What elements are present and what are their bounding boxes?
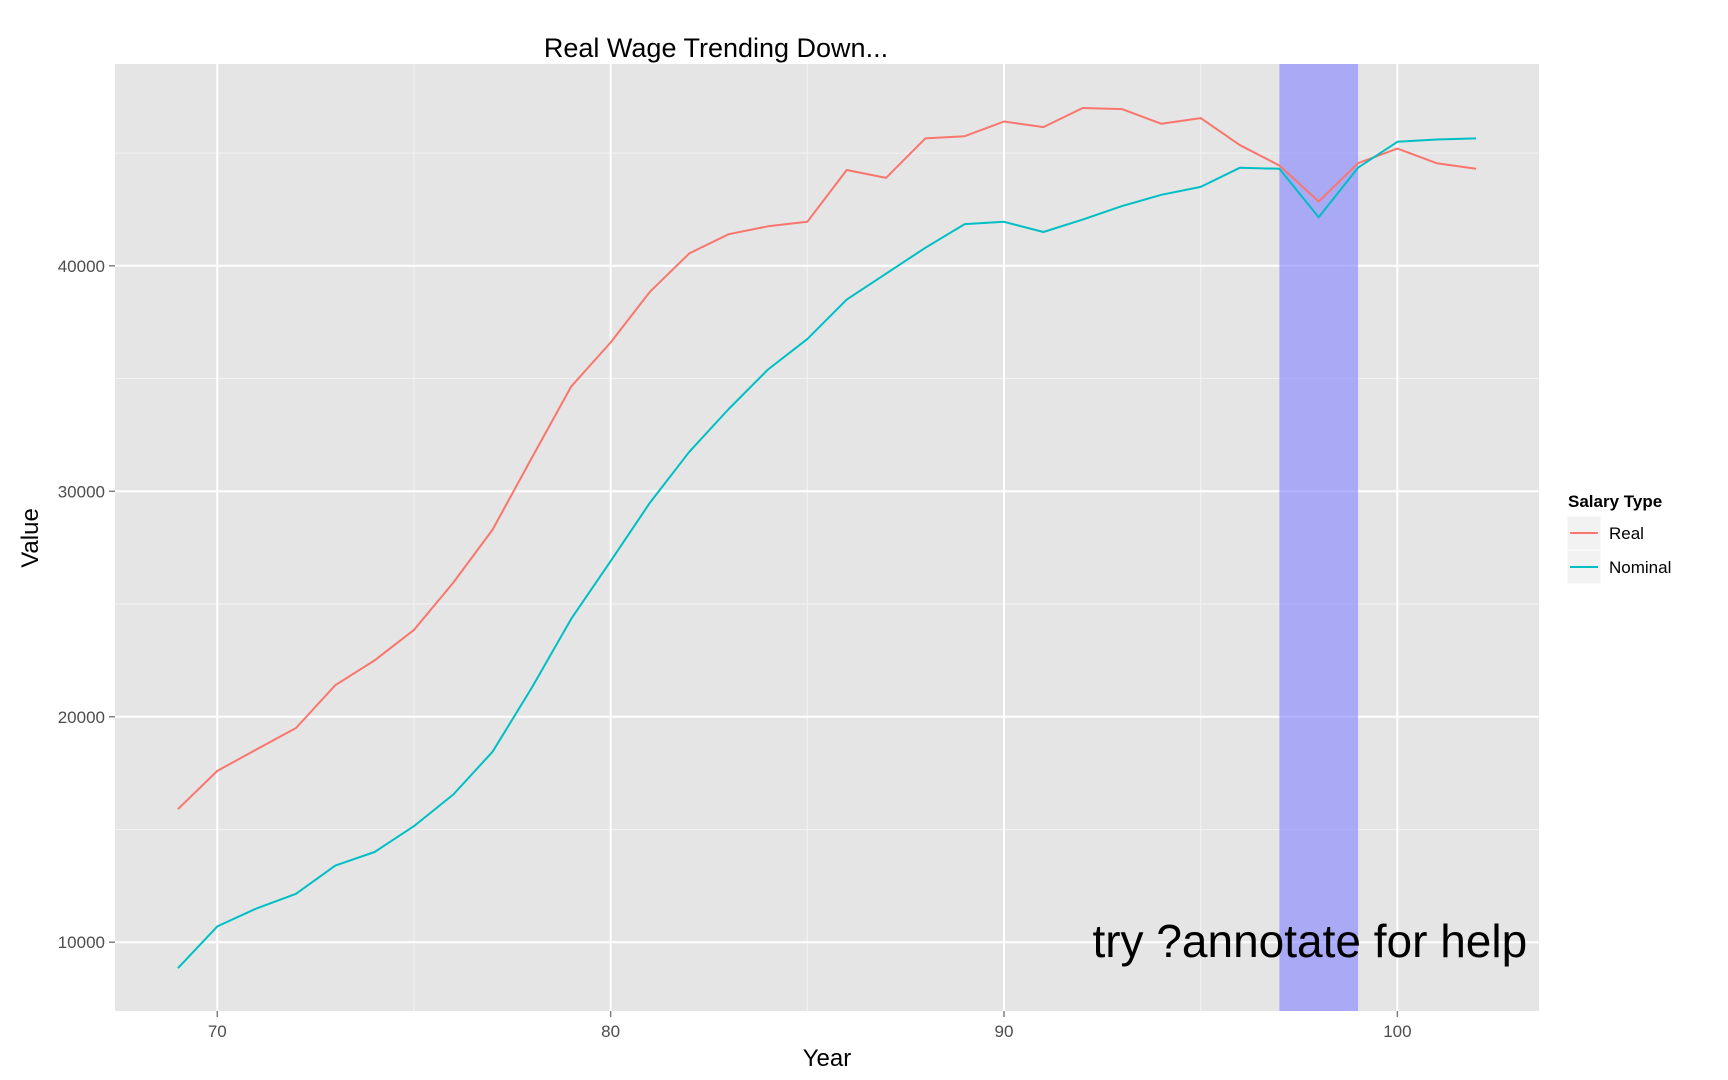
series-line-nominal [177,137,1477,969]
series-line-real [177,107,1477,810]
x-axis-title: Year [803,1045,852,1072]
legend-label-nominal: Nominal [1609,558,1671,577]
y-axis: 10000 20000 30000 40000 [58,257,115,952]
y-tick-label: 30000 [58,482,105,501]
series-layer [177,107,1477,969]
y-tick-label: 10000 [58,933,105,952]
annotation-text: try ?annotate for help [1092,915,1527,967]
y-tick-label: 20000 [58,708,105,727]
legend-title: Salary Type [1568,492,1662,511]
annotation-layer: try ?annotate for help [1092,915,1527,967]
x-tick-label: 90 [995,1022,1014,1041]
highlight-band [1279,64,1359,1011]
x-tick-label: 70 [208,1022,227,1041]
x-axis: 70 80 90 100 [208,1011,1412,1041]
legend-label-real: Real [1609,524,1644,543]
legend: Salary Type Real Nominal [1566,492,1671,585]
chart-title: Real Wage Trending Down... [544,33,888,63]
x-tick-label: 100 [1383,1022,1411,1041]
x-tick-label: 80 [601,1022,620,1041]
highlight-layer [1279,64,1359,1011]
y-tick-label: 40000 [58,257,105,276]
y-axis-title: Value [17,508,44,568]
